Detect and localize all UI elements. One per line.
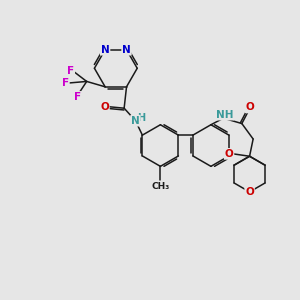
Text: F: F <box>62 78 69 88</box>
Text: CH₃: CH₃ <box>152 182 170 191</box>
Text: F: F <box>74 92 81 102</box>
Text: O: O <box>100 102 109 112</box>
Text: H: H <box>137 113 145 123</box>
Text: O: O <box>225 149 233 159</box>
Text: N: N <box>122 45 131 55</box>
Text: O: O <box>246 103 254 112</box>
Text: N: N <box>101 45 110 55</box>
Text: O: O <box>245 187 254 197</box>
Text: N: N <box>131 116 140 126</box>
Text: F: F <box>67 66 74 76</box>
Text: NH: NH <box>216 110 234 120</box>
